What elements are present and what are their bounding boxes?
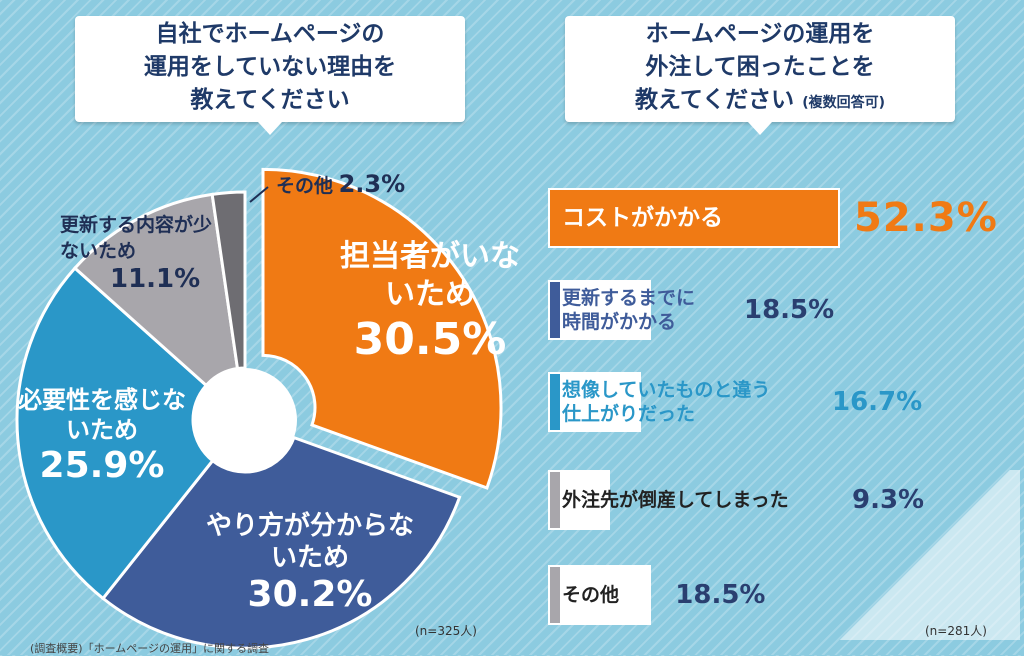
right-title-line: 外注して困ったことを: [645, 54, 875, 80]
bar: [548, 280, 652, 340]
pie-slice-label: 担当者がいないため: [340, 239, 520, 312]
bar-label: 想像していたものと違う 仕上がりだった: [562, 379, 771, 425]
left-title-line: 教えてください: [190, 87, 350, 113]
bar-label: 外注先が倒産してしまった: [562, 489, 789, 511]
pie-leader-line: [249, 186, 269, 203]
bar-value: 9.3%: [852, 485, 925, 515]
multiple-answer-note: (複数回答可): [802, 95, 885, 111]
bar-fill: [550, 567, 560, 623]
bar: [548, 188, 840, 248]
pie-slice-label: その他: [276, 175, 334, 197]
bar-label: その他: [562, 584, 620, 606]
donut-chart: [15, 167, 503, 650]
pie-slice-value: 30.2%: [247, 574, 373, 615]
right-title-line-text: 教えてください: [635, 87, 795, 113]
pie-slice-label: やり方が分からないため: [205, 511, 414, 573]
pie-slice-value: 25.9%: [39, 445, 165, 486]
bar: [548, 372, 642, 432]
bar-value: 18.5%: [744, 295, 835, 325]
survey-footer: (調査概要)「ホームページの運用」に関する調査: [30, 642, 270, 655]
bar-value: 52.3%: [854, 195, 998, 241]
right-title-line: ホームページの運用を: [645, 21, 875, 47]
pie-slice-label: 更新する内容が少ないため: [60, 214, 213, 262]
bar-fill: [550, 282, 560, 338]
left-question-callout: 自社でホームページの 運用をしていない理由を 教えてください: [75, 16, 465, 135]
right-sample-size: (n=281人): [925, 624, 987, 638]
bar-value: 18.5%: [675, 580, 766, 610]
pie-label-yarikata: やり方が分からないため 30.2%: [195, 510, 425, 615]
left-sample-size: (n=325人): [415, 624, 477, 638]
right-title-line: 教えてください (複数回答可): [565, 84, 955, 120]
pie-label-hitsuyousei: 必要性を感じないため 25.9%: [12, 385, 192, 486]
bar-label: 更新するまでに 時間がかかる: [562, 287, 696, 333]
pie-slice: [261, 167, 503, 490]
pie-slice-value: 2.3%: [338, 170, 406, 198]
bar: [548, 565, 652, 625]
pie-slice-value: 11.1%: [110, 264, 201, 294]
left-title-line: 運用をしていない理由を: [143, 54, 397, 80]
pie-label-sonota: その他 2.3%: [276, 170, 446, 198]
pie-slice-value: 30.5%: [353, 314, 507, 365]
left-title-line: 自社でホームページの: [155, 21, 385, 47]
bar-fill: [550, 374, 560, 430]
bar-value: 16.7%: [832, 387, 923, 417]
right-question-callout: ホームページの運用を 外注して困ったことを 教えてください (複数回答可): [565, 16, 955, 135]
donut-hole: [193, 368, 297, 472]
bar-fill: [550, 472, 560, 528]
bar-label: コストがかかる: [562, 205, 723, 231]
pie-label-koushin: 更新する内容が少ないため 11.1%: [60, 212, 240, 294]
decorative-corner: [830, 470, 1020, 640]
pie-slice-label: 必要性を感じないため: [18, 386, 186, 444]
pie-label-tantousha: 担当者がいないため 30.5%: [335, 238, 525, 365]
bar-fill: [550, 190, 838, 246]
bar: [548, 470, 610, 530]
